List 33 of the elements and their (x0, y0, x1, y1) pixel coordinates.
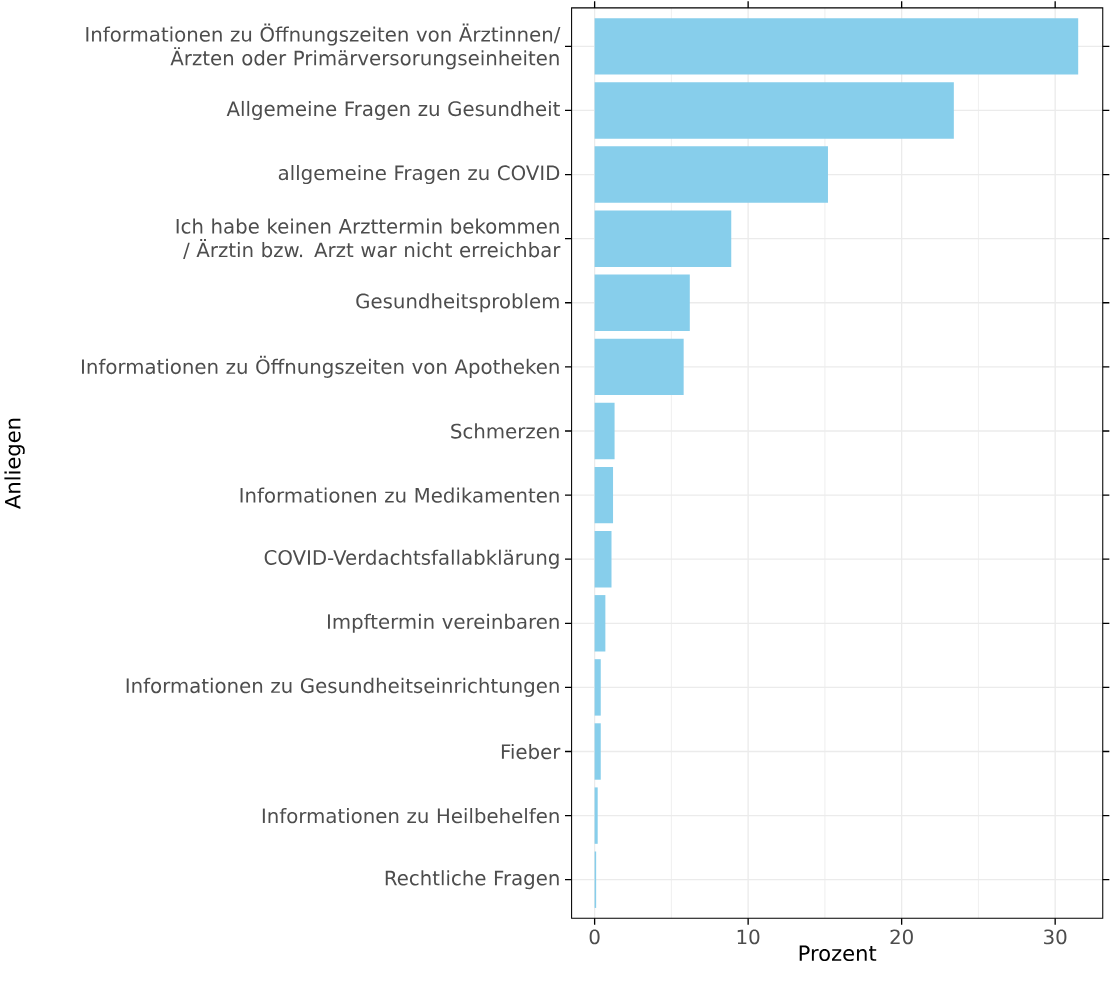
y-tick-label: Gesundheitsproblem (356, 293, 559, 313)
y-tick-label: Informationen zu Medikamenten (240, 487, 559, 503)
bar (594, 338, 684, 395)
bar (594, 146, 828, 203)
y-tick-label: allgemeine Fragen zu COVID (278, 164, 560, 184)
y-axis-title: Anliegen (4, 418, 25, 509)
y-tick-label: Allgemeine Fragen zu Gesundheit (226, 100, 560, 120)
bar (594, 18, 1079, 75)
y-tick-label: Informationen zu Öffnungszeiten von Apotheken (82, 355, 559, 378)
bar (594, 594, 606, 652)
y-tick-label: Informationen zu Öffnungszeiten von Ärztinnen/ Ärzten oder Primärversorungseinheiten (86, 23, 561, 70)
bar (594, 402, 615, 460)
y-tick-label: Ich habe keinen Arzttermin bekommen / Ärztin bzw. Arzt war nicht erreichbar (176, 218, 561, 259)
bar (594, 723, 601, 780)
y-tick-label: Informationen zu Heilbehelfen (262, 807, 559, 824)
bar (594, 530, 612, 588)
x-tick-label: 0 (589, 929, 600, 945)
x-tick-label: 20 (890, 929, 913, 945)
y-tick-label: Informationen zu Gesundheitseinrichtungen (126, 677, 559, 697)
bar (594, 466, 614, 524)
y-tick-label: Schmerzen (451, 423, 559, 439)
bar (594, 210, 732, 267)
bar (594, 659, 601, 716)
x-tick-label: 30 (1044, 929, 1067, 945)
y-tick-label: Impftermin vereinbaren (327, 613, 559, 633)
bar (594, 787, 598, 844)
x-axis-title: Prozent (799, 945, 877, 961)
x-tick-label: 10 (737, 929, 760, 945)
y-tick-label: Rechtliche Fragen (385, 870, 559, 890)
bar (594, 82, 954, 139)
y-tick-label: COVID-Verdachtsfallabklärung (264, 549, 559, 569)
bar (594, 274, 690, 331)
y-tick-label: Fieber (501, 743, 561, 760)
